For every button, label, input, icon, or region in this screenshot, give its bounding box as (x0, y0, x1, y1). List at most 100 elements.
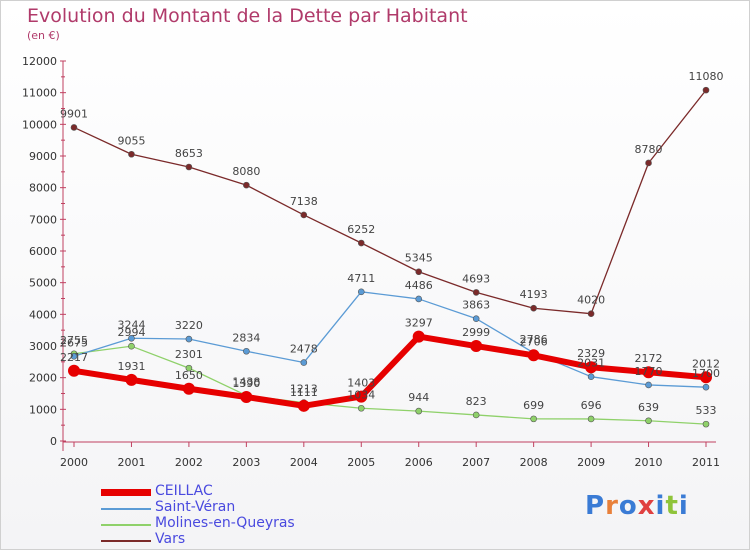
data-label: 1390 (232, 377, 260, 390)
logo-letter: i (678, 491, 689, 521)
data-point (700, 371, 712, 384)
data-point (415, 295, 423, 303)
data-point (300, 211, 308, 219)
series-line-0 (71, 333, 709, 409)
legend-label: Vars (155, 531, 186, 547)
data-label: 3863 (462, 299, 490, 312)
data-point (128, 150, 135, 158)
axes: 0 1000 2000 3000 4000 5000 6000 7000 8000 9000 100… (22, 55, 720, 469)
data-label: 1931 (117, 360, 145, 373)
data-label: 3244 (117, 318, 145, 331)
data-label: 1213 (290, 383, 318, 396)
data-point (357, 288, 365, 296)
y-tick-label: 5000 (29, 277, 57, 290)
data-label: 8653 (175, 147, 203, 160)
data-label: 639 (638, 401, 659, 414)
data-point (185, 163, 193, 171)
data-point (128, 334, 135, 342)
data-label: 9055 (117, 134, 145, 147)
data-label: 2172 (635, 352, 663, 365)
data-point (243, 181, 250, 189)
data-label: 2834 (232, 331, 260, 344)
series-line-2 (73, 345, 707, 425)
legend-swatch (101, 540, 151, 542)
data-label: 3220 (175, 319, 203, 332)
data-label: 1770 (635, 365, 663, 378)
data-point (240, 390, 253, 403)
y-tick-label: 1000 (29, 403, 57, 416)
data-label: 2217 (60, 351, 88, 364)
y-tick-label: 10000 (22, 118, 57, 131)
data-point (128, 342, 135, 350)
chart-title: Evolution du Montant de la Dette par Hab… (27, 5, 468, 27)
data-label: 2999 (462, 326, 490, 339)
chart-subtitle: (en €) (27, 29, 60, 42)
line-chart: 0 1000 2000 3000 4000 5000 6000 7000 8000 9000 100… (22, 55, 724, 469)
y-tick-label: 7000 (29, 213, 57, 226)
y-tick-label: 8000 (29, 182, 57, 195)
data-point (415, 268, 423, 276)
data-point (357, 404, 365, 412)
data-label: 944 (408, 391, 429, 404)
data-point (70, 352, 78, 360)
data-label: 1438 (232, 375, 260, 388)
y-tick-label: 6000 (29, 245, 57, 258)
logo-letter: P (585, 491, 606, 521)
x-tick-label: 2001 (117, 456, 145, 469)
data-point (587, 373, 595, 380)
data-point (587, 415, 595, 423)
data-label: 823 (466, 395, 487, 408)
data-point (185, 335, 193, 343)
data-labels: 9901 9055 8653 8080 7138 6252 5345 4693 4193 4020… (60, 70, 724, 417)
data-label: 1700 (692, 367, 720, 380)
data-point (185, 364, 193, 372)
data-label: 4693 (462, 272, 490, 285)
data-label: 2329 (577, 347, 605, 360)
data-point (472, 289, 480, 296)
data-point (645, 381, 652, 389)
data-label: 5345 (405, 252, 433, 265)
data-label: 699 (523, 399, 544, 412)
data-point (68, 364, 80, 377)
data-label: 1111 (290, 386, 318, 399)
data-point (530, 304, 537, 312)
data-point (642, 366, 655, 379)
data-point (415, 407, 423, 415)
proxiti-logo: Proxiti (585, 491, 689, 521)
data-label: 11080 (689, 70, 724, 83)
data-label: 9901 (60, 107, 88, 120)
data-point (527, 349, 540, 362)
x-tick-label: 2000 (60, 456, 88, 469)
data-point (297, 399, 310, 412)
data-point (70, 124, 78, 131)
data-label: 533 (696, 404, 717, 417)
data-label: 1650 (175, 369, 203, 382)
legend-label: Molines-en-Queyras (155, 515, 295, 531)
data-label: 2755 (60, 334, 88, 347)
data-label: 1034 (347, 388, 375, 401)
data-point (357, 239, 365, 247)
data-label: 2994 (117, 326, 145, 339)
logo-letter: i (655, 491, 666, 521)
data-point (412, 330, 425, 343)
x-tick-label: 2006 (405, 456, 433, 469)
data-label: 2012 (692, 357, 720, 370)
x-tick-label: 2007 (462, 456, 490, 469)
x-tick-label: 2008 (520, 456, 548, 469)
data-point (702, 420, 710, 428)
data-label: 2478 (290, 343, 318, 356)
data-point (472, 411, 480, 419)
x-tick-label: 2010 (635, 456, 663, 469)
y-tick-label: 3000 (29, 340, 57, 353)
data-point (355, 390, 368, 403)
data-point (182, 382, 195, 395)
data-point (470, 340, 483, 353)
data-label: 4486 (405, 279, 433, 292)
logo-letter: x (637, 491, 656, 521)
x-tick-label: 2005 (347, 456, 375, 469)
data-point (645, 159, 652, 167)
legend-swatch (101, 489, 151, 496)
logo-letter: o (618, 491, 638, 521)
data-label: 696 (581, 399, 602, 412)
